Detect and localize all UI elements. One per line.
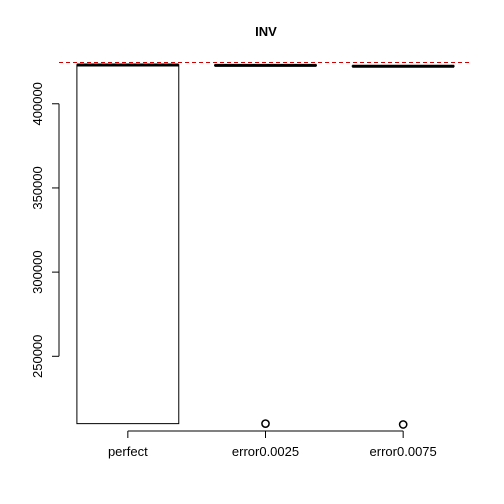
box-perfect	[76, 63, 180, 425]
plot-area	[59, 62, 472, 429]
outlier-point	[261, 419, 270, 428]
y-tick-label: 400000	[30, 82, 45, 125]
y-tick-label: 350000	[30, 166, 45, 209]
chart-title: INV	[255, 24, 277, 39]
box-body	[76, 64, 180, 425]
x-tick-label: error0.0075	[370, 444, 437, 459]
x-axis: perfect error0.0025 error0.0075	[108, 430, 437, 459]
y-axis: 250000 300000 350000 400000	[30, 82, 60, 378]
outlier-point	[398, 420, 408, 429]
y-tick-label: 250000	[30, 335, 45, 378]
y-tick-label: 300000	[30, 250, 45, 293]
x-tick-label: error0.0025	[232, 444, 299, 459]
box-error0.0025	[214, 63, 317, 428]
box-error0.0075	[351, 64, 455, 429]
x-tick-label: perfect	[108, 444, 148, 459]
